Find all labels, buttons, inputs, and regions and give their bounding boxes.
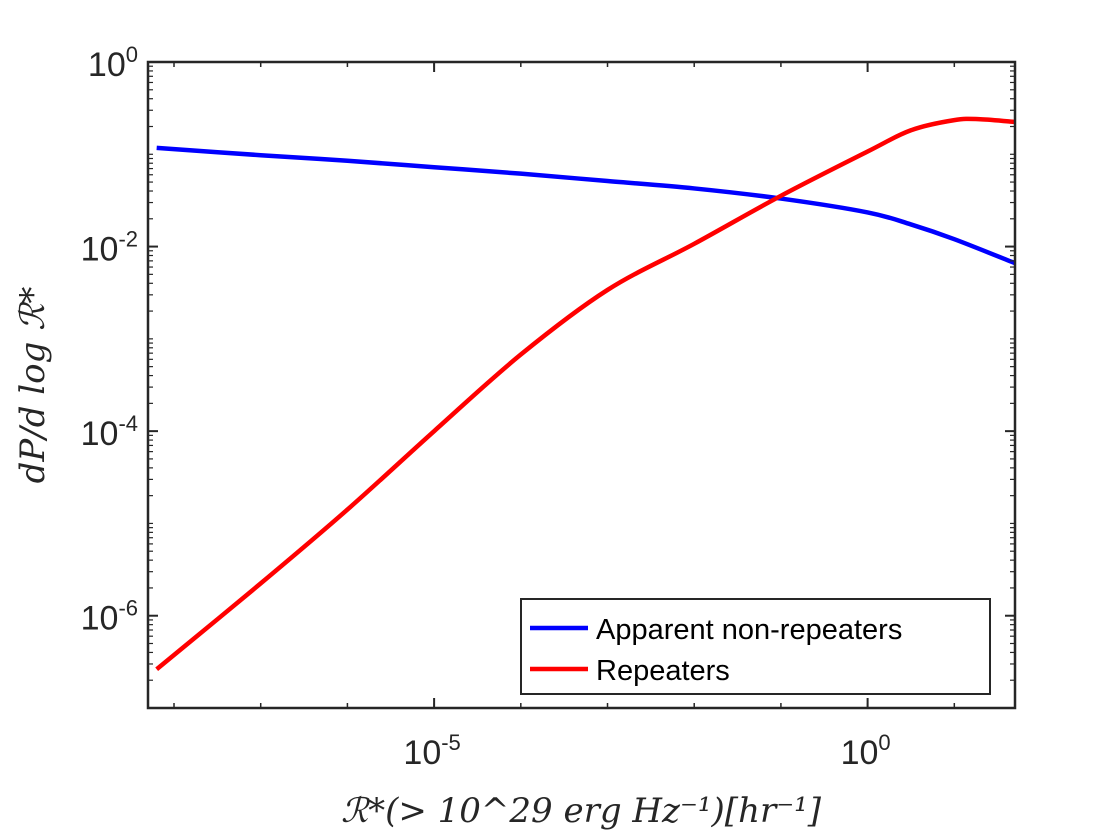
legend-label-repeaters: Repeaters (596, 655, 730, 687)
x-axis-title: ℛ*(> 10^29 erg Hz⁻¹)[hr⁻¹] (341, 791, 822, 831)
y-tick-labels: 100 10-2 10-4 10-6 (81, 42, 138, 638)
legend-box (520, 598, 991, 695)
legend: Apparent non-repeaters Repeaters (520, 598, 991, 695)
plot-frame (146, 60, 1017, 710)
y-axis-title: dP/d log ℛ* (13, 287, 53, 484)
y-tick-label: 10-6 (81, 596, 138, 638)
series-line-repeaters (155, 116, 1016, 671)
y-tick-label: 10-4 (81, 411, 138, 453)
x-tick-label: 10-5 (403, 730, 460, 772)
series-line-apparent-non-repeaters (156, 145, 1016, 266)
x-tick-labels: 10-5 100 (403, 730, 890, 772)
y-tick-label: 100 (88, 42, 138, 84)
series-lines (155, 116, 1016, 671)
x-tick-label: 100 (841, 730, 891, 772)
legend-label-apparent-non-repeaters: Apparent non-repeaters (596, 614, 902, 646)
y-tick-label: 10-2 (81, 227, 138, 269)
